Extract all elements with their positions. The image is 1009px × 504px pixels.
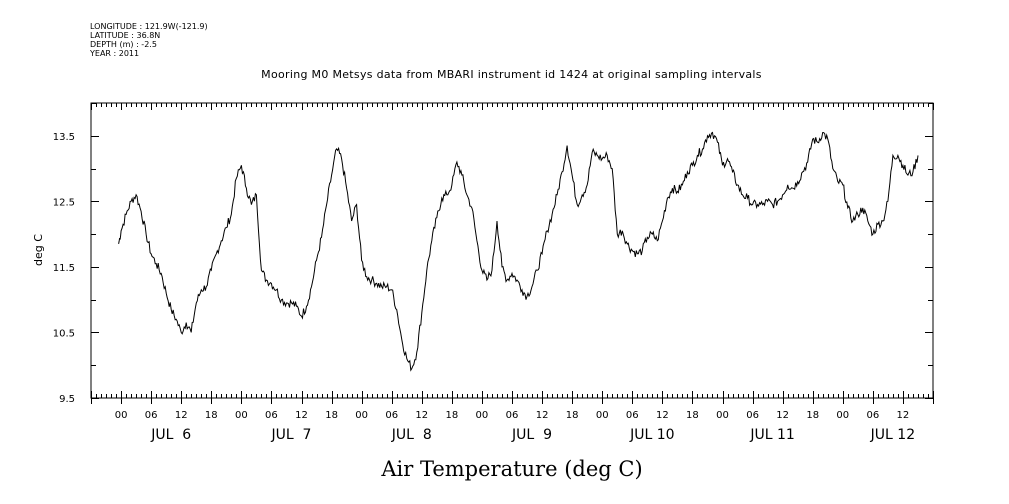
x-day-label: JUL 12 [870, 427, 915, 443]
metadata-block: LONGITUDE : 121.9W(-121.9) LATITUDE : 36… [90, 22, 208, 58]
x-hour-label: 06 [746, 410, 759, 421]
axes: 9.5 10.5 11.5 12.5 13.5 00 06 12 18 00 06 12 18 00 06 1… [53, 102, 934, 443]
x-hour-label: 18 [325, 410, 338, 421]
x-day-label: JUL 8 [391, 427, 432, 443]
x-day-label: JUL 10 [629, 427, 674, 443]
x-hour-label: 00 [596, 410, 609, 421]
longitude-label: LONGITUDE : 121.9W(-121.9) [90, 22, 208, 31]
x-hour-label: 06 [265, 410, 278, 421]
depth-label: DEPTH (m) : -2.5 [90, 40, 157, 49]
x-day-label: JUL 9 [511, 427, 552, 443]
x-day-label: JUL 7 [270, 427, 311, 443]
x-hour-label: 18 [205, 410, 218, 421]
x-hour-label: 18 [806, 410, 819, 421]
x-hour-label: 18 [686, 410, 699, 421]
x-hour-label: 12 [295, 410, 308, 421]
x-hour-label: 06 [866, 410, 879, 421]
x-hour-label: 00 [115, 410, 128, 421]
x-hour-label: 12 [536, 410, 549, 421]
x-hour-label: 18 [445, 410, 458, 421]
latitude-label: LATITUDE : 36.8N [90, 31, 161, 40]
x-hour-label: 12 [897, 410, 910, 421]
chart-title: Mooring M0 Metsys data from MBARI instru… [261, 68, 762, 81]
x-axis-label: Air Temperature (deg C) [380, 457, 642, 481]
x-hour-label: 12 [415, 410, 428, 421]
series-line-0 [118, 131, 919, 372]
x-hour-label: 00 [235, 410, 248, 421]
y-tick-label: 12.5 [53, 197, 75, 208]
x-hour-label: 06 [506, 410, 519, 421]
year-label: YEAR : 2011 [90, 49, 140, 58]
x-hour-label: 06 [385, 410, 398, 421]
y-tick-label: 13.5 [53, 132, 75, 143]
y-tick-label: 10.5 [53, 328, 75, 339]
x-hour-label: 12 [175, 410, 188, 421]
x-hour-label: 06 [626, 410, 639, 421]
x-hour-label: 00 [836, 410, 849, 421]
x-day-label: JUL 6 [150, 427, 191, 443]
chart-title-wrap: Mooring M0 Metsys data from MBARI instru… [0, 68, 1009, 81]
y-axis-label: deg C [32, 234, 45, 266]
x-hour-label: 12 [656, 410, 669, 421]
x-hour-label: 06 [145, 410, 158, 421]
x-hour-label: 00 [716, 410, 729, 421]
axis-labels: deg C Air Temperature (deg C) [32, 234, 643, 481]
x-hour-label: 12 [776, 410, 789, 421]
x-hour-label: 00 [476, 410, 489, 421]
series-group [118, 131, 919, 372]
y-tick-label: 9.5 [59, 394, 75, 405]
y-tick-label: 11.5 [53, 263, 75, 274]
x-hour-label: 00 [355, 410, 368, 421]
x-hour-label: 18 [566, 410, 579, 421]
x-day-label: JUL 11 [749, 427, 794, 443]
